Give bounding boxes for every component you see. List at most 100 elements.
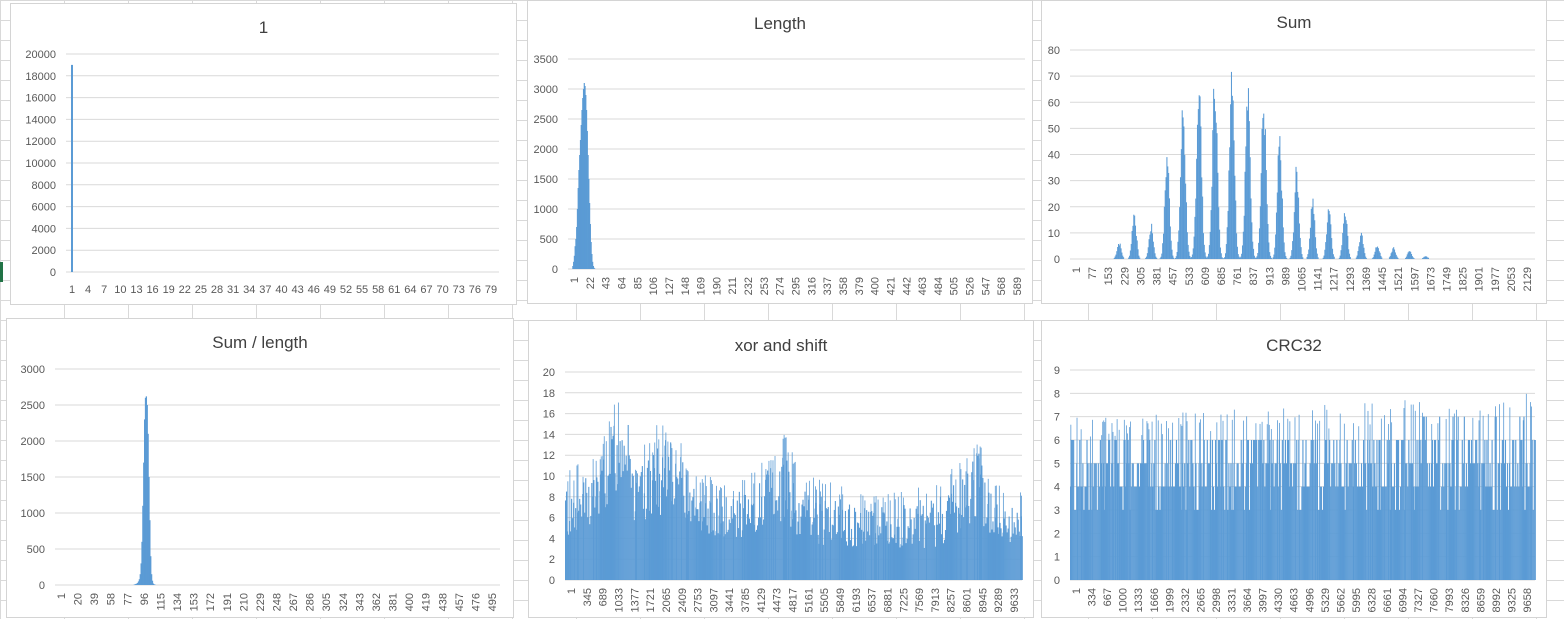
bar [1006,525,1007,580]
y-tick-label: 12000 [25,136,56,148]
bar [881,507,882,580]
x-tick-label: 1721 [645,588,657,612]
x-tick-label: 22 [179,284,191,296]
bar [650,471,651,580]
bar [1022,536,1023,580]
y-tick-label: 7 [1054,412,1060,424]
bar [1143,440,1144,580]
x-tick-label: 358 [838,277,850,295]
x-tick-label: 58 [372,284,384,296]
x-tick-label: 343 [354,593,366,611]
bar [1331,463,1332,580]
bar [1082,463,1083,580]
bar [624,446,625,580]
x-tick-label: 1977 [1490,267,1502,291]
bar [1250,463,1251,580]
bar [1514,487,1515,580]
x-tick-label: 609 [1200,267,1212,285]
bar [1139,487,1140,580]
x-tick-label: 5849 [835,588,847,612]
y-tick-label: 16 [543,409,555,421]
x-tick-label: 190 [711,277,723,295]
bar [1428,258,1429,259]
bar [587,517,588,580]
bar [633,476,634,580]
bar [725,534,726,580]
bar [1480,510,1481,580]
bar [1275,463,1276,580]
bar [747,514,748,580]
bar [851,529,852,580]
bar [655,481,656,580]
x-tick-label: 761 [1232,267,1244,285]
bar [579,499,580,580]
bar-series [1114,72,1429,259]
bar [1401,440,1402,580]
bar [1498,463,1499,580]
bar [1335,487,1336,580]
bar [588,487,589,580]
y-tick-label: 4000 [32,223,56,235]
bar [731,506,732,580]
bar [673,504,674,580]
bar [988,493,989,580]
x-tick-label: 442 [901,277,913,295]
bar [836,534,837,580]
x-tick-label: 1825 [1458,267,1470,291]
bar [1214,510,1215,580]
x-tick-label: 49 [324,284,336,296]
bar [1299,510,1300,580]
bar [739,492,740,580]
x-tick-label: 568 [996,277,1008,295]
bar [1096,463,1097,580]
bar [1397,258,1398,259]
x-tick-label: 1369 [1361,267,1373,291]
y-tick-label: 2000 [534,144,558,156]
x-tick-label: 484 [933,277,945,295]
bar [901,546,902,580]
bar [1173,487,1174,580]
bar [1336,440,1337,580]
bar [1184,463,1185,580]
bar [708,533,709,580]
y-tick-label: 3000 [534,84,558,96]
bar [760,517,761,580]
bar [1386,487,1387,580]
bar [764,496,765,580]
bar [847,546,848,580]
bar [575,508,576,580]
y-tick-label: 0 [552,264,558,276]
bar [1235,487,1236,580]
x-tick-label: 79 [485,284,497,296]
bar [781,467,782,580]
bar [789,492,790,580]
bar [676,477,677,580]
bar [1089,510,1090,580]
bar [1188,440,1189,580]
bar [1501,463,1502,580]
y-tick-label: 4 [1054,482,1060,494]
bar [1355,440,1356,580]
bar [828,507,829,580]
y-tick-label: 500 [27,544,45,556]
y-tick-label: 6 [549,513,555,525]
bar [71,65,73,272]
bar [639,486,640,580]
y-tick-label: 9 [1054,365,1060,377]
bar [1173,258,1174,259]
y-tick-label: 3000 [21,364,45,376]
x-tick-label: 4663 [1289,588,1301,612]
bar [1201,463,1202,580]
bar [942,514,943,580]
bar [956,506,957,580]
bar [585,478,586,580]
bar [1134,487,1135,580]
bar [1444,463,1445,580]
